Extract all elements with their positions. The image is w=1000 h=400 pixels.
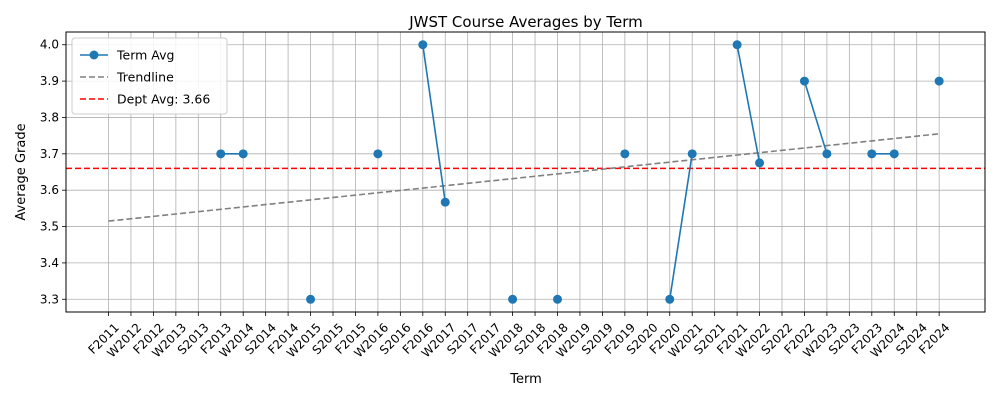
data-point (440, 197, 450, 207)
x-axis-label: Term (509, 372, 542, 387)
legend-item-trendline-label: Trendline (116, 70, 174, 85)
y-axis-ticks: 3.3 3.4 3.5 3.6 3.7 3.8 3.9 4.0 (40, 38, 66, 306)
data-point (238, 149, 248, 159)
trendline (108, 133, 940, 222)
data-point (373, 149, 383, 159)
y-axis-label: Average Grade (14, 123, 29, 220)
data-point (665, 294, 675, 304)
y-tick-label: 3.3 (40, 292, 59, 306)
data-point (889, 149, 899, 159)
series-segment (422, 44, 447, 203)
chart-title: JWST Course Averages by Term (408, 13, 643, 31)
legend-item-term-avg-label: Term Avg (116, 48, 174, 63)
plot-frame (65, 31, 986, 313)
y-tick-label: 3.4 (40, 256, 59, 270)
y-tick-label: 3.7 (40, 147, 59, 161)
series-segment (668, 153, 693, 300)
data-point (216, 149, 226, 159)
series-segment (736, 44, 761, 164)
data-point (799, 76, 809, 86)
data-point (418, 40, 428, 50)
legend-box (71, 37, 228, 115)
data-point (867, 149, 877, 159)
y-tick-label: 3.9 (40, 74, 59, 88)
data-point (553, 294, 562, 304)
data-point (934, 76, 944, 86)
y-tick-label: 4.0 (40, 38, 59, 52)
legend: Term Avg Trendline Dept Avg: 3.66 (71, 37, 228, 115)
x-axis-ticks: F2011W2012F2012W2013S2013F2013W2014S2014… (85, 312, 952, 360)
y-tick-label: 3.5 (40, 220, 59, 234)
term-average-series (216, 40, 944, 304)
data-point (732, 40, 742, 50)
y-tick-label: 3.6 (40, 183, 59, 197)
data-point (822, 149, 832, 159)
data-point (306, 294, 316, 304)
data-point (620, 149, 630, 159)
legend-item-term-avg-marker (89, 50, 99, 60)
data-point (508, 294, 518, 304)
legend-item-dept-avg-label: Dept Avg: 3.66 (117, 92, 210, 107)
data-point (755, 158, 765, 168)
y-tick-label: 3.8 (40, 110, 59, 124)
series-segment (803, 80, 828, 155)
data-point (687, 149, 697, 159)
trendline-path (108, 133, 940, 222)
